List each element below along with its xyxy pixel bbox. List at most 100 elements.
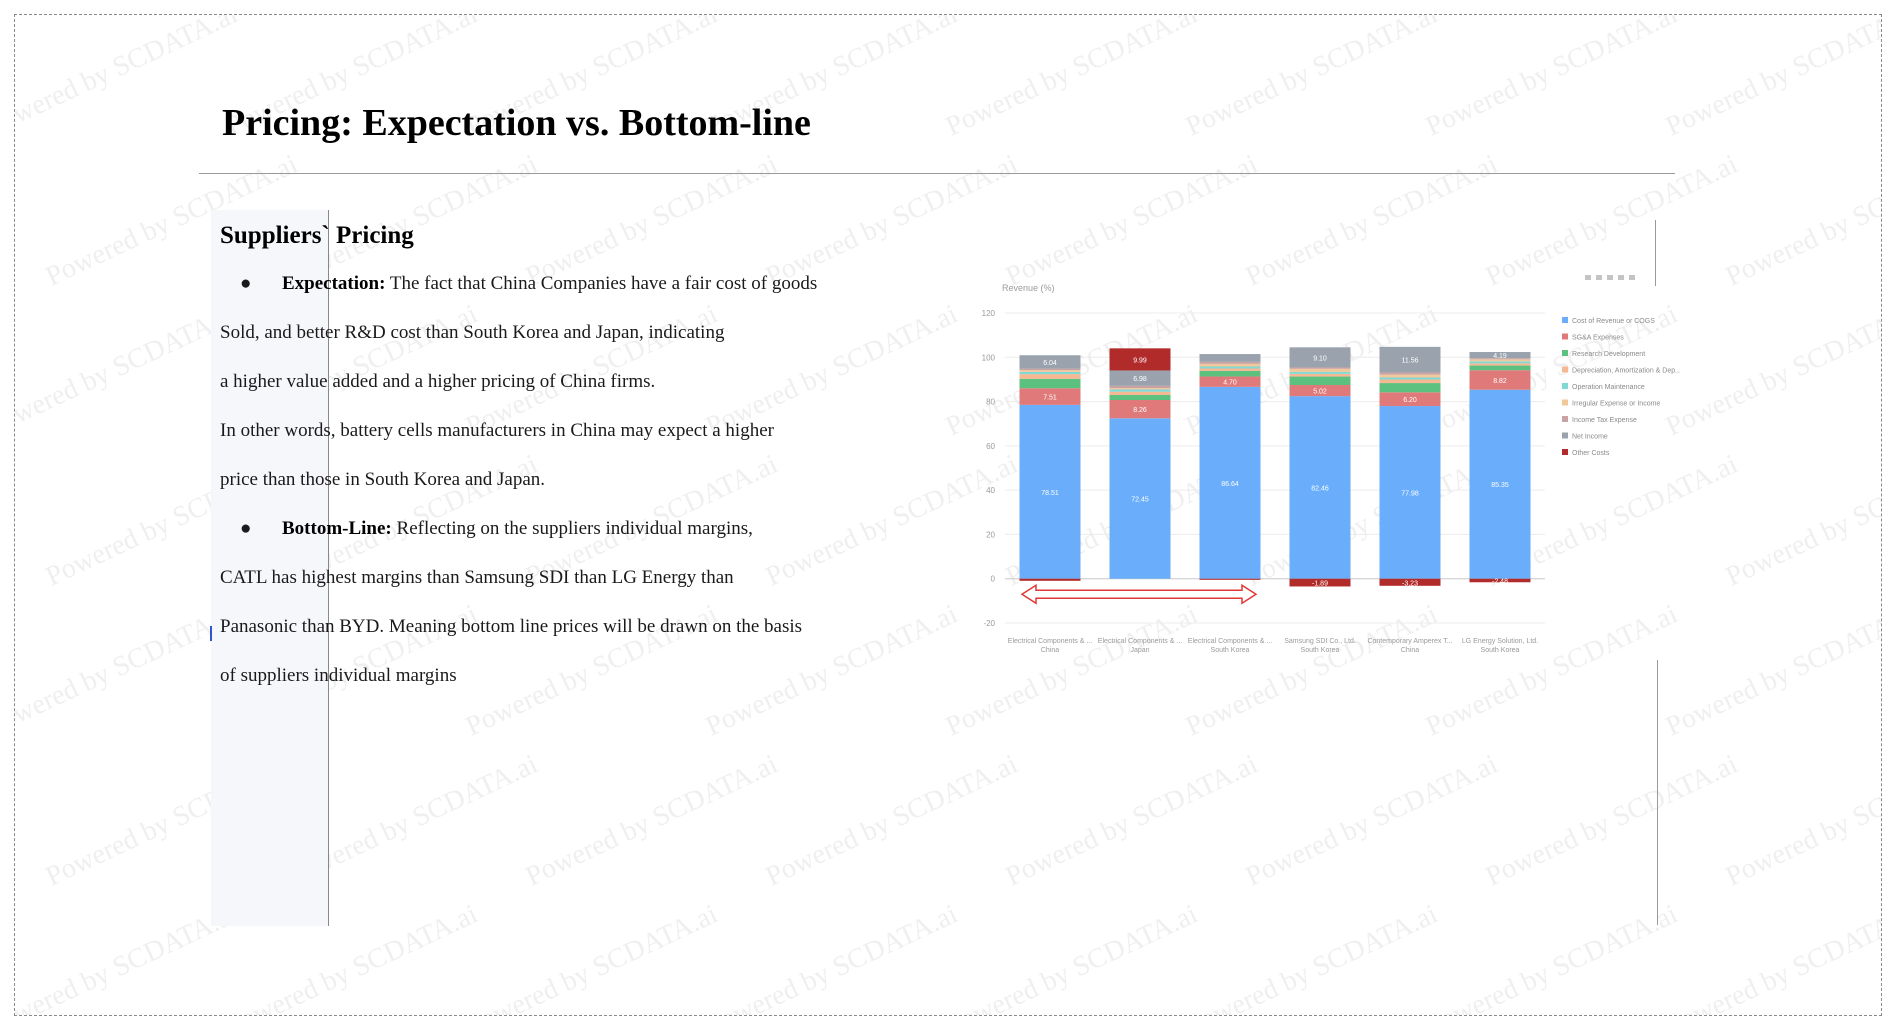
expectation-line-5: price than those in South Korea and Japa…: [220, 469, 546, 490]
bar-segment: [1469, 361, 1531, 364]
y-axis-label: Revenue (%): [1002, 283, 1055, 293]
bar-segment: [1109, 389, 1171, 392]
bar-segment: [1469, 359, 1531, 362]
bar-segment: [1109, 418, 1171, 579]
x-category-label: China: [1401, 647, 1419, 654]
x-category-label: Electrical Components & ...: [1008, 638, 1092, 645]
y-tick-label: 40: [986, 486, 995, 495]
data-label: 9.10: [1313, 355, 1327, 362]
bar-segment: [1379, 346, 1441, 373]
expectation-line-2: Sold, and better R&D cost than South Kor…: [220, 322, 725, 343]
chart-toolbar-icon: [1607, 275, 1613, 280]
chart-svg: Revenue (%) 120 100 80 60 40 20 0 -20 78.51 7.51 6.…: [982, 275, 1681, 654]
text-panel-background: [211, 210, 328, 926]
bottom-line-line-3: Panasonic than BYD. Meaning bottom line …: [220, 616, 803, 637]
watermark-text: Powered by SCDATA.ai: [1661, 598, 1881, 743]
watermark-text: Powered by SCDATA.ai: [15, 15, 243, 143]
legend-swatch: [1562, 350, 1568, 356]
bar-segment: [1289, 385, 1351, 397]
bar-segment: [1289, 373, 1351, 377]
bar-segment: [1469, 365, 1531, 371]
watermark-text: Powered by SCDATA.ai: [1001, 748, 1263, 893]
data-label: -3.23: [1402, 580, 1418, 587]
legend-swatch: [1562, 416, 1568, 422]
data-label: 8.82: [1493, 378, 1507, 385]
bar-segment: [1019, 388, 1081, 405]
legend-entry: Other Costs: [1572, 450, 1610, 457]
y-tick-label: 120: [982, 309, 996, 318]
bar-segment: [1469, 352, 1531, 359]
watermark-text: Powered by SCDATA.ai: [15, 598, 243, 743]
data-label: 6.04: [1043, 360, 1057, 367]
legend-swatch: [1562, 383, 1568, 389]
watermark-text: Powered by SCDATA.ai: [15, 298, 243, 443]
legend-swatch: [1562, 449, 1568, 455]
data-label: 72.45: [1131, 497, 1149, 504]
text-content[interactable]: Suppliers` Pricing ● Expectation: The fa…: [220, 219, 920, 708]
expectation-line-3: a higher value added and a higher pricin…: [220, 371, 656, 392]
bar-segment: [1109, 385, 1171, 389]
x-category-label: South Korea: [1211, 647, 1250, 654]
watermark-text: Powered by SCDATA.ai: [1481, 748, 1743, 893]
chart-toolbar-icon: [1629, 275, 1635, 280]
bottom-line-bullet: ● Bottom-Line: Reflecting on the supplie…: [220, 512, 920, 561]
watermark-text: Powered by SCDATA.ai: [1721, 748, 1881, 893]
bar-segment: [1469, 363, 1531, 366]
data-label: 86.64: [1221, 481, 1239, 488]
watermark-text: Powered by SCDATA.ai: [1661, 15, 1881, 143]
data-label: 5.02: [1313, 389, 1327, 396]
y-tick-label: 0: [991, 575, 996, 584]
cost-structure-chart: Revenue (%) 120 100 80 60 40 20 0 -20 78.51 7.51 6.…: [980, 265, 1681, 665]
bar-segment: [1469, 370, 1531, 390]
watermark-text: Powered by SCDATA.ai: [1181, 15, 1443, 143]
bar-segment: [1199, 354, 1261, 362]
bar-segment: [1109, 399, 1171, 419]
legend-swatch: [1562, 317, 1568, 323]
bar-segment: [1109, 394, 1171, 400]
data-label: 85.35: [1491, 482, 1509, 489]
bar-segment: [1199, 368, 1261, 371]
bottom-line-label: Bottom-Line:: [282, 518, 392, 539]
bar-segment: [1289, 371, 1351, 374]
bar-segment: [1109, 388, 1171, 390]
x-category-label: South Korea: [1301, 647, 1340, 654]
x-category-label: Electrical Components & ...: [1098, 638, 1182, 645]
x-category-label: China: [1041, 647, 1059, 654]
watermark-text: Powered by SCDATA.ai: [15, 898, 243, 1015]
watermark-text: Powered by SCDATA.ai: [461, 898, 723, 1015]
bar-segment: [1109, 391, 1171, 395]
expectation-line-1: The fact that China Companies have a fai…: [389, 273, 818, 294]
watermark-text: Powered by SCDATA.ai: [941, 898, 1203, 1015]
bar-segment: [1289, 368, 1351, 372]
bar-segment: [1289, 376, 1351, 386]
data-label: 4.19: [1493, 353, 1507, 360]
watermark-text: Powered by SCDATA.ai: [1721, 148, 1881, 293]
bar-segment: [1019, 404, 1081, 579]
watermark-text: Powered by SCDATA.ai: [1661, 898, 1881, 1015]
legend-entry: Income Tax Expense: [1572, 417, 1637, 424]
data-label: -1.89: [1312, 581, 1328, 588]
bottom-line-line-4: of suppliers individual margins: [220, 665, 457, 686]
bar-segment: [1019, 578, 1081, 581]
y-tick-label: 20: [986, 530, 995, 539]
expectation-label: Expectation:: [282, 273, 386, 294]
watermark-text: Powered by SCDATA.ai: [701, 898, 963, 1015]
bar-segment: [1199, 363, 1261, 367]
bar-segment: [1199, 370, 1261, 377]
bar-segment: [1379, 374, 1441, 378]
chart-frame-line-bottom: [1657, 660, 1658, 925]
y-tick-label: 80: [986, 398, 995, 407]
bar-segment: [1019, 378, 1081, 389]
expectation-line-4: In other words, battery cells manufactur…: [220, 420, 774, 441]
legend-swatch: [1562, 333, 1568, 340]
text-panel-divider: [328, 210, 329, 926]
bar-segment: [1379, 372, 1441, 375]
legend-entry: Research Development: [1572, 351, 1645, 358]
bar-segment: [1379, 383, 1441, 393]
watermark-text: Powered by SCDATA.ai: [1241, 748, 1503, 893]
bar-segment: [1469, 358, 1531, 360]
data-label: 11.56: [1402, 358, 1419, 365]
legend-swatch: [1562, 399, 1568, 406]
bar-segment: [1379, 578, 1441, 586]
watermark-text: Powered by SCDATA.ai: [1421, 15, 1683, 143]
